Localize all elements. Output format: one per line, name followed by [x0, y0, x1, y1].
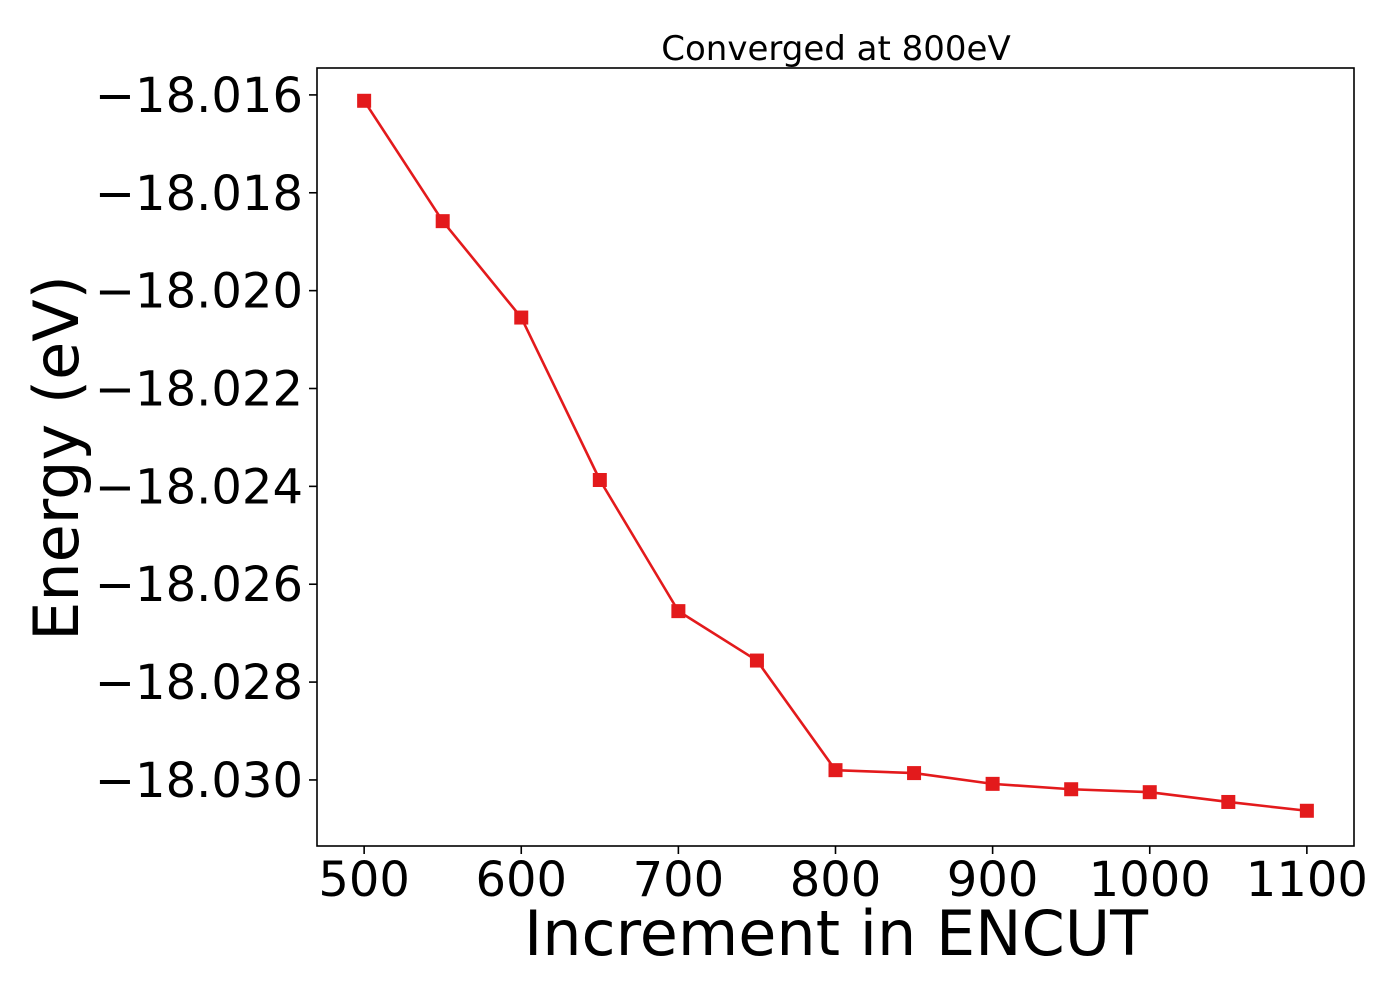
y-tick-label: −18.016 [95, 68, 303, 124]
x-tick-label: 600 [475, 852, 567, 908]
data-point [357, 93, 372, 108]
y-tick-label: −18.022 [95, 361, 303, 417]
y-tick-label: −18.030 [95, 753, 303, 809]
data-point [1142, 785, 1157, 800]
x-tick-label: 500 [318, 852, 410, 908]
x-tick-label: 1100 [1246, 852, 1368, 908]
data-point [1299, 803, 1314, 818]
x-tick-label: 1000 [1089, 852, 1211, 908]
x-tick-label: 700 [633, 852, 725, 908]
data-point [514, 310, 529, 325]
y-tick-label: −18.028 [95, 655, 303, 711]
y-tick-label: −18.020 [95, 264, 303, 320]
plot-frame [316, 67, 1355, 847]
data-point [985, 776, 1000, 791]
plot-area: 500 600 700 800 900 1000 1100 −18.016 −18.018 −18… [95, 68, 1368, 908]
data-point [671, 604, 686, 619]
y-tick-label: −18.024 [95, 459, 303, 515]
data-point [1064, 782, 1079, 797]
data-point [907, 766, 922, 781]
data-point [435, 214, 450, 229]
y-axis-title: Energy (eV) [20, 275, 93, 641]
data-point [749, 653, 764, 668]
chart-title: Converged at 800eV [661, 29, 1010, 69]
data-point [828, 763, 843, 778]
x-tick-label: 800 [790, 852, 882, 908]
x-axis-title: Increment in ENCUT [524, 897, 1149, 970]
x-tick-label: 900 [947, 852, 1039, 908]
y-tick-label: −18.026 [95, 557, 303, 613]
data-point [1221, 794, 1236, 809]
y-tick-label: −18.018 [95, 166, 303, 222]
data-point [592, 472, 607, 487]
